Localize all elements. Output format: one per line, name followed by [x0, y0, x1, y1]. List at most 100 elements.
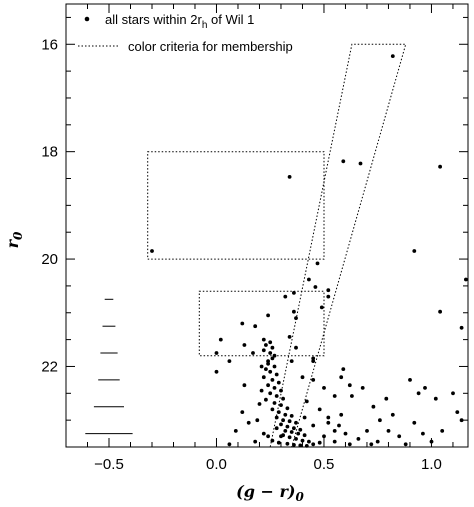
star-point — [261, 337, 266, 342]
star-point — [311, 442, 316, 447]
star-point — [298, 443, 303, 448]
star-point — [270, 438, 275, 443]
star-point — [227, 442, 232, 447]
star-point — [292, 443, 296, 447]
y-tick-label: 22 — [41, 358, 58, 375]
star-point — [302, 433, 307, 438]
axis-ticks — [66, 4, 468, 448]
y-tick-label: 18 — [41, 144, 58, 161]
membership-region-1 — [198, 290, 325, 357]
star-point — [274, 394, 279, 398]
star-point — [266, 383, 270, 388]
star-point — [326, 415, 331, 420]
star-point — [272, 364, 277, 369]
star-point — [356, 437, 361, 441]
star-point — [279, 388, 283, 393]
star-point — [375, 439, 380, 444]
star-point — [270, 345, 275, 350]
star-point — [298, 427, 303, 432]
star-point — [274, 426, 279, 431]
star-points — [150, 54, 468, 448]
star-point — [322, 434, 326, 439]
star-point — [150, 249, 154, 253]
star-point — [259, 364, 264, 369]
star-point — [412, 249, 417, 253]
star-point — [270, 356, 275, 361]
star-point — [403, 442, 408, 447]
star-point — [315, 261, 320, 266]
star-point — [455, 410, 460, 414]
star-point — [438, 164, 442, 169]
star-point — [311, 359, 316, 363]
star-point — [304, 399, 309, 404]
star-point — [360, 386, 365, 390]
x-tick-label: 1.0 — [421, 456, 442, 473]
star-point — [412, 420, 417, 425]
star-point — [326, 294, 331, 299]
star-point — [378, 418, 382, 423]
star-point — [242, 383, 247, 388]
star-point — [218, 337, 223, 342]
plot-frame — [65, 3, 469, 448]
legend-criteria-label: color criteria for membership — [128, 39, 293, 54]
star-point — [287, 335, 292, 339]
x-tick-label: −0.5 — [94, 456, 124, 473]
star-point — [266, 434, 270, 439]
star-point — [341, 367, 346, 371]
star-point — [253, 324, 258, 329]
star-point — [251, 351, 255, 355]
star-point — [384, 396, 389, 401]
star-point — [339, 412, 344, 417]
star-point — [317, 440, 322, 445]
star-point — [294, 420, 298, 425]
star-point — [289, 430, 294, 434]
star-point — [433, 396, 438, 401]
star-point — [233, 429, 238, 433]
star-point — [264, 367, 268, 371]
star-point — [440, 429, 445, 433]
star-point — [281, 396, 285, 401]
star-point — [408, 378, 412, 382]
star-point — [416, 391, 421, 396]
star-point — [294, 345, 298, 350]
star-point — [459, 418, 464, 423]
star-point — [294, 316, 298, 320]
star-point — [266, 361, 270, 366]
star-point — [281, 418, 285, 423]
star-point — [311, 356, 316, 361]
star-point — [270, 378, 275, 382]
tick-labels: −0.5 0.0 0.5 1.0 16 18 20 22 — [41, 36, 442, 473]
star-point — [227, 359, 232, 363]
star-point — [268, 340, 273, 345]
y-tick-label: 16 — [41, 36, 58, 53]
star-point — [289, 414, 294, 418]
star-point — [294, 437, 298, 441]
star-point — [464, 277, 468, 282]
star-point — [214, 369, 219, 374]
star-point — [264, 397, 268, 402]
star-point — [343, 431, 348, 436]
membership-region-2 — [269, 43, 407, 448]
star-point — [319, 305, 324, 310]
star-point — [317, 407, 322, 412]
star-point — [451, 391, 455, 396]
star-point — [285, 424, 290, 429]
star-point — [337, 423, 341, 428]
star-point — [272, 386, 277, 390]
star-point — [253, 439, 258, 444]
star-point — [339, 375, 344, 380]
star-point — [279, 422, 283, 427]
star-point — [423, 386, 427, 390]
star-point — [313, 285, 318, 289]
star-point — [242, 343, 247, 347]
y-tick-label: 20 — [41, 251, 58, 268]
y-axis-label: r0 — [3, 231, 25, 248]
star-point — [365, 429, 369, 433]
star-point — [289, 359, 294, 363]
star-point — [292, 291, 296, 295]
star-point — [259, 388, 264, 393]
star-point — [322, 386, 326, 390]
star-point — [390, 54, 395, 58]
star-point — [270, 407, 275, 412]
star-point — [281, 433, 285, 438]
